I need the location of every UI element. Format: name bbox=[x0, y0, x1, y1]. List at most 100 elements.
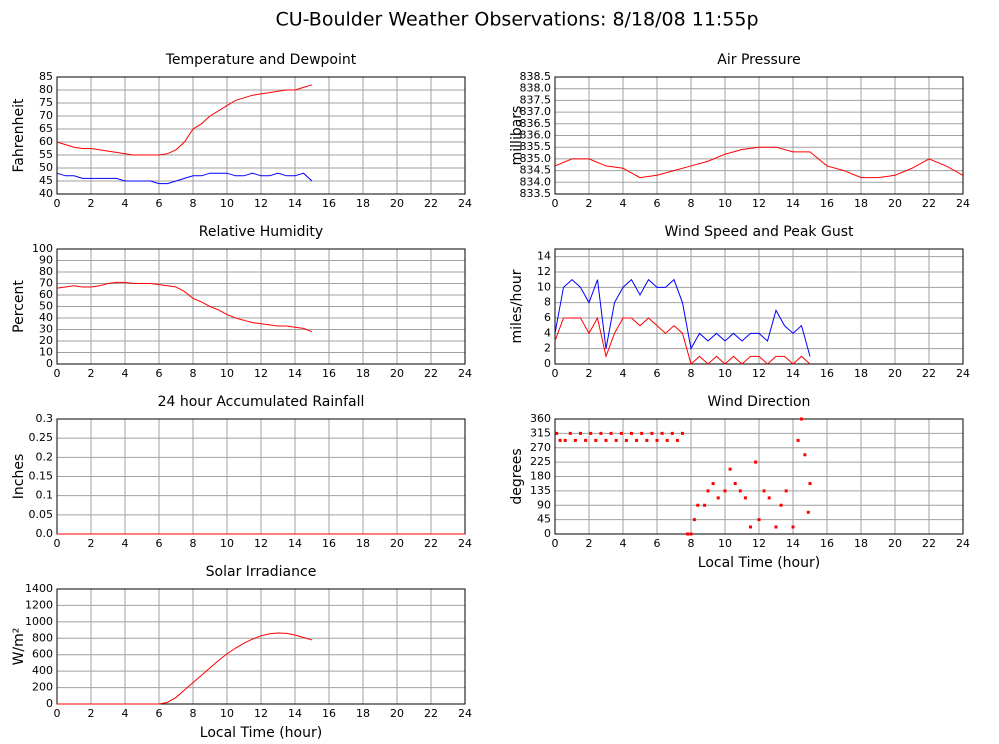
x-tick-label: 14 bbox=[288, 707, 302, 720]
y-tick-label: 65 bbox=[39, 122, 53, 135]
y-tick-label: 55 bbox=[39, 148, 53, 161]
data-line bbox=[56, 84, 313, 156]
x-tick-label: 16 bbox=[322, 707, 336, 720]
plot-frame bbox=[56, 588, 466, 705]
y-tick-label: 833.5 bbox=[520, 187, 552, 200]
y-tick-label: 20 bbox=[39, 334, 53, 347]
x-tick-label: 4 bbox=[620, 367, 627, 380]
y-tick-label: 70 bbox=[39, 109, 53, 122]
x-tick-label: 10 bbox=[718, 537, 732, 550]
y-axis-label: degrees bbox=[509, 448, 525, 504]
x-axis-label: Local Time (hour) bbox=[200, 725, 322, 741]
x-tick-label: 2 bbox=[88, 367, 95, 380]
data-point bbox=[767, 496, 771, 500]
y-tick-label: 60 bbox=[39, 288, 53, 301]
x-tick-label: 16 bbox=[322, 367, 336, 380]
x-tick-label: 2 bbox=[88, 537, 95, 550]
data-point bbox=[558, 438, 562, 442]
data-line bbox=[554, 316, 811, 365]
y-tick-label: 75 bbox=[39, 96, 53, 109]
y-tick-label: 1400 bbox=[25, 582, 53, 595]
x-tick-label: 20 bbox=[390, 197, 404, 210]
y-tick-label: 10 bbox=[537, 280, 551, 293]
plot-frame bbox=[554, 248, 964, 365]
x-tick-label: 14 bbox=[288, 537, 302, 550]
y-axis-label: Percent bbox=[11, 280, 27, 333]
y-tick-label: 14 bbox=[537, 250, 551, 263]
x-tick-label: 18 bbox=[356, 707, 370, 720]
y-tick-label: 70 bbox=[39, 277, 53, 290]
y-tick-label: 1000 bbox=[25, 615, 53, 628]
y-tick-label: 836.5 bbox=[520, 117, 552, 130]
data-point bbox=[728, 467, 732, 471]
x-tick-label: 0 bbox=[552, 367, 559, 380]
y-tick-label: 400 bbox=[32, 664, 53, 677]
x-tick-label: 6 bbox=[654, 537, 661, 550]
y-tick-label: 360 bbox=[530, 412, 551, 425]
x-tick-label: 16 bbox=[820, 197, 834, 210]
x-tick-label: 14 bbox=[786, 537, 800, 550]
data-point bbox=[568, 431, 572, 435]
x-tick-label: 22 bbox=[922, 197, 936, 210]
y-tick-label: 0.15 bbox=[29, 470, 54, 483]
chart-title: Solar Irradiance bbox=[206, 564, 317, 580]
x-tick-label: 10 bbox=[220, 707, 234, 720]
y-tick-label: 600 bbox=[32, 648, 53, 661]
data-point bbox=[806, 510, 810, 514]
data-line bbox=[56, 172, 313, 185]
data-point bbox=[660, 431, 664, 435]
x-tick-label: 14 bbox=[786, 197, 800, 210]
plot-frame bbox=[554, 418, 964, 535]
x-tick-label: 6 bbox=[156, 367, 163, 380]
data-point bbox=[670, 431, 674, 435]
y-tick-label: 135 bbox=[530, 484, 551, 497]
x-tick-label: 18 bbox=[356, 367, 370, 380]
data-point bbox=[563, 438, 567, 442]
data-point bbox=[800, 417, 803, 421]
y-tick-label: 0 bbox=[544, 527, 551, 540]
y-tick-label: 837.0 bbox=[520, 105, 552, 118]
data-point bbox=[757, 518, 761, 522]
x-tick-label: 16 bbox=[820, 367, 834, 380]
x-tick-label: 10 bbox=[220, 367, 234, 380]
chart-title: Temperature and Dewpoint bbox=[165, 52, 357, 68]
y-tick-label: 0.05 bbox=[29, 508, 54, 521]
x-tick-label: 18 bbox=[854, 367, 868, 380]
y-tick-label: 80 bbox=[39, 265, 53, 278]
x-tick-label: 10 bbox=[220, 537, 234, 550]
x-tick-label: 18 bbox=[854, 197, 868, 210]
x-tick-label: 24 bbox=[458, 367, 472, 380]
x-tick-label: 4 bbox=[122, 367, 129, 380]
data-line bbox=[554, 146, 964, 179]
data-point bbox=[754, 460, 758, 464]
x-tick-label: 0 bbox=[54, 367, 61, 380]
x-tick-label: 0 bbox=[54, 537, 61, 550]
y-tick-label: 100 bbox=[32, 242, 53, 255]
x-tick-label: 18 bbox=[356, 537, 370, 550]
data-point bbox=[555, 431, 559, 435]
x-tick-label: 18 bbox=[356, 197, 370, 210]
x-tick-label: 2 bbox=[586, 537, 593, 550]
x-tick-label: 6 bbox=[156, 537, 163, 550]
x-tick-label: 12 bbox=[254, 197, 268, 210]
x-tick-label: 10 bbox=[718, 197, 732, 210]
x-tick-label: 0 bbox=[54, 197, 61, 210]
data-point bbox=[599, 431, 603, 435]
x-tick-label: 24 bbox=[458, 197, 472, 210]
x-tick-label: 22 bbox=[424, 707, 438, 720]
data-point bbox=[609, 431, 613, 435]
y-tick-label: 0.25 bbox=[29, 431, 54, 444]
data-point bbox=[573, 438, 577, 442]
y-tick-label: 8 bbox=[544, 296, 551, 309]
data-point bbox=[686, 532, 690, 536]
data-point bbox=[589, 431, 593, 435]
x-tick-label: 22 bbox=[424, 367, 438, 380]
y-tick-label: 835.0 bbox=[520, 152, 552, 165]
y-axis-label: Fahrenheit bbox=[11, 98, 27, 173]
x-tick-label: 20 bbox=[888, 197, 902, 210]
x-tick-label: 4 bbox=[122, 537, 129, 550]
y-tick-label: 50 bbox=[39, 300, 53, 313]
y-tick-label: 6 bbox=[544, 311, 551, 324]
data-point bbox=[640, 431, 644, 435]
x-tick-label: 24 bbox=[956, 197, 970, 210]
